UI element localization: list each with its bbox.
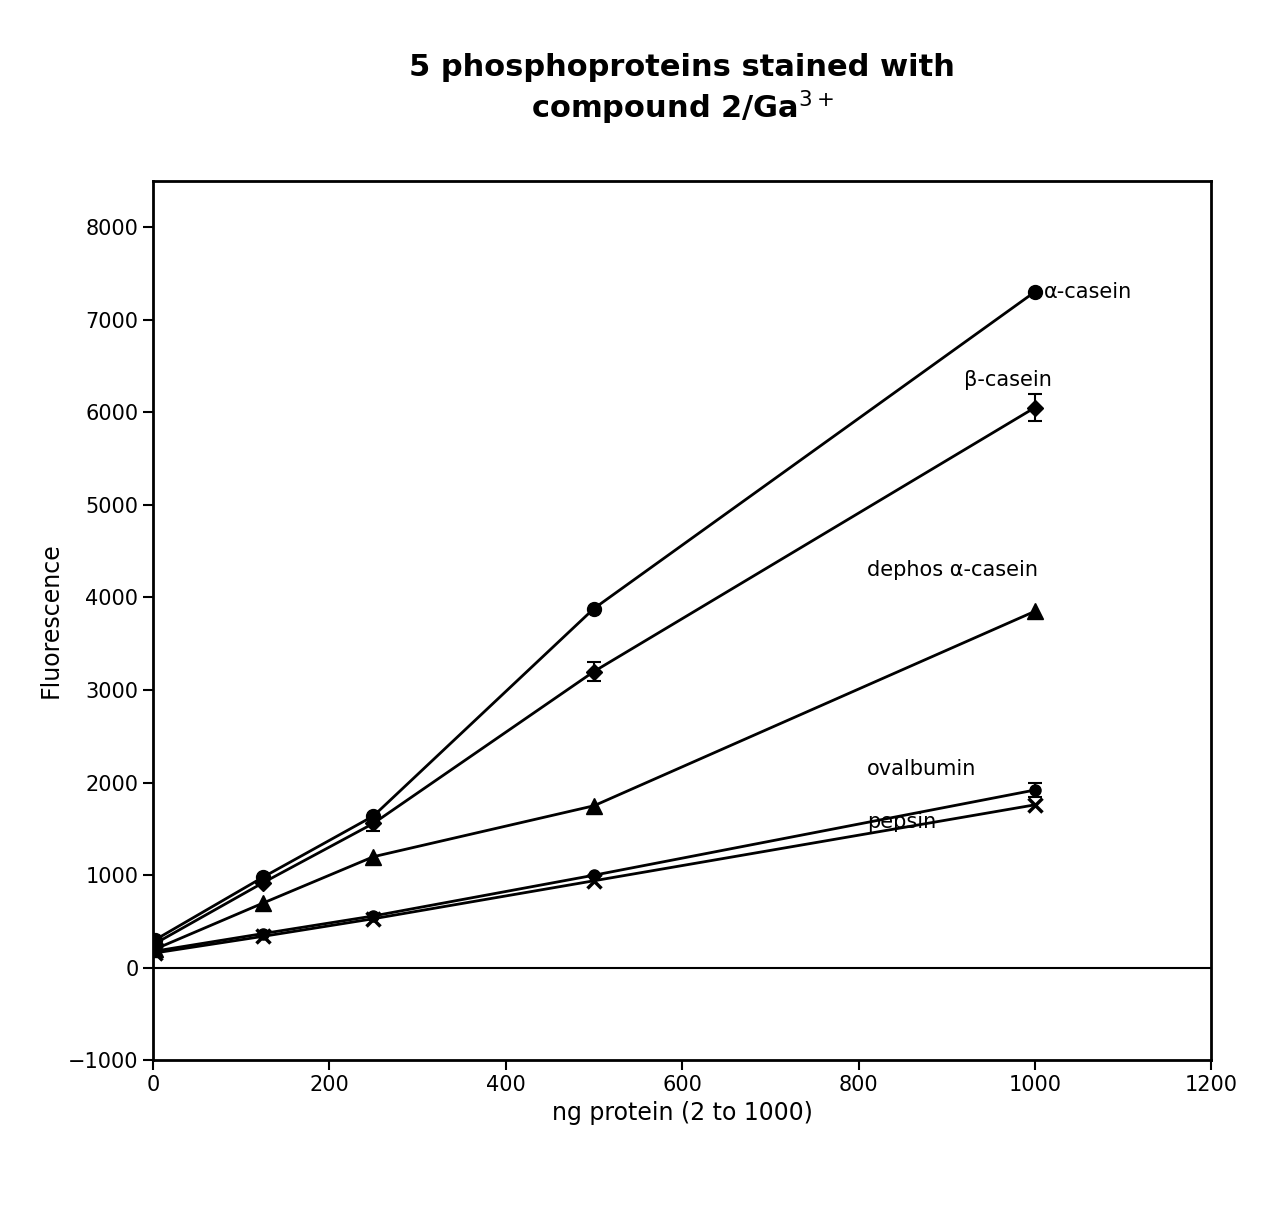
Y-axis label: Fluorescence: Fluorescence — [38, 542, 62, 699]
X-axis label: ng protein (2 to 1000): ng protein (2 to 1000) — [552, 1100, 812, 1124]
Text: α-casein: α-casein — [1044, 282, 1132, 302]
Text: ovalbumin: ovalbumin — [867, 759, 977, 778]
Text: pepsin: pepsin — [867, 811, 937, 831]
Text: 5 phosphoproteins stained with
compound 2/Ga$^{3+}$: 5 phosphoproteins stained with compound … — [409, 53, 955, 127]
Text: β-casein: β-casein — [964, 370, 1052, 390]
Text: dephos α-casein: dephos α-casein — [867, 559, 1038, 580]
